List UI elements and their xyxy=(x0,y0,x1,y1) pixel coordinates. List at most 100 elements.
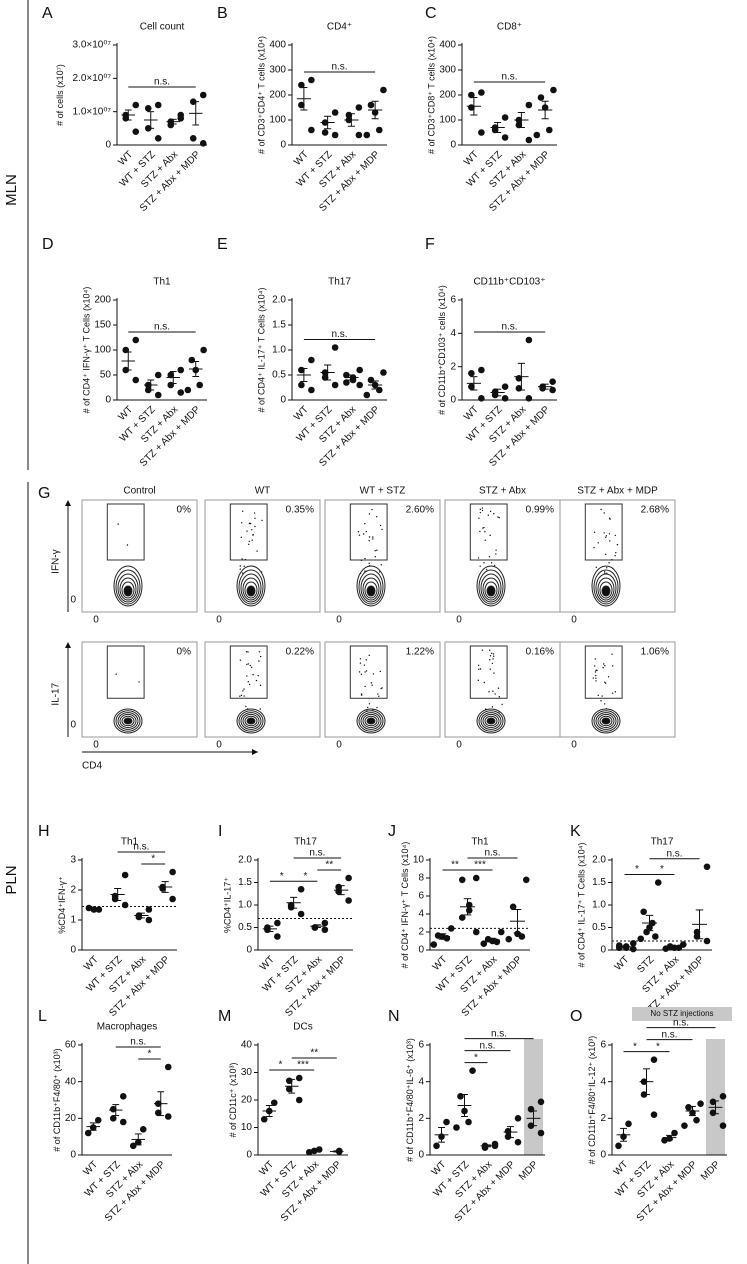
event-dot xyxy=(377,693,379,695)
event-dot xyxy=(239,565,241,567)
data-point xyxy=(331,131,339,139)
data-point xyxy=(331,381,339,389)
event-dot xyxy=(248,540,250,543)
contour xyxy=(236,565,266,607)
y-axis-label: # of CD11b⁺F4/80⁺IL-6⁺ (x10³) xyxy=(405,1038,415,1162)
data-point xyxy=(260,1115,268,1123)
data-point xyxy=(321,374,329,381)
data-point xyxy=(469,1067,476,1074)
data-point xyxy=(468,383,475,390)
contour xyxy=(115,710,141,732)
event-dot xyxy=(378,695,380,697)
data-point xyxy=(501,383,509,390)
event-dot xyxy=(495,549,497,551)
significance-label: n.s. xyxy=(666,848,682,859)
event-dot xyxy=(485,568,488,571)
x-tick-label: WT xyxy=(81,1159,100,1178)
event-dot xyxy=(603,663,605,665)
y-axis-label: # of cells (x10⁷) xyxy=(55,64,65,126)
event-dot xyxy=(603,532,605,534)
event-dot xyxy=(490,562,493,564)
data-point xyxy=(501,134,509,141)
data-point xyxy=(625,1120,632,1128)
contour xyxy=(591,708,621,734)
data-point xyxy=(274,919,281,927)
x-tick-label: STZ xyxy=(635,954,656,975)
y-tick-label: 0.5 xyxy=(592,922,606,933)
panel-letter: A xyxy=(42,5,53,22)
event-dot xyxy=(492,655,495,657)
data-point xyxy=(650,1056,658,1063)
contour xyxy=(486,717,496,725)
data-point xyxy=(356,381,363,389)
data-point xyxy=(515,121,523,129)
data-point xyxy=(84,1129,92,1137)
event-dot xyxy=(247,543,250,546)
significance-label: n.s. xyxy=(331,329,347,340)
contour xyxy=(486,585,496,597)
contour xyxy=(236,708,266,734)
event-dot xyxy=(489,655,492,657)
y-tick-label: 6 xyxy=(450,295,456,306)
event-dot xyxy=(491,662,494,665)
event-dot xyxy=(372,673,375,675)
significance-label: * xyxy=(633,1041,637,1052)
y-axis-label: # of CD4⁺ IFN-γ⁺ T Cells (x10⁴) xyxy=(81,287,91,414)
contour xyxy=(113,565,143,607)
event-dot xyxy=(380,564,382,566)
event-dot xyxy=(254,525,256,528)
contour xyxy=(240,573,262,603)
data-point xyxy=(443,935,451,942)
data-point xyxy=(497,928,505,936)
significance-label: * xyxy=(635,864,639,875)
event-dot xyxy=(246,675,248,677)
y-tick-label: 0.5 xyxy=(238,922,252,933)
event-dot xyxy=(258,660,260,662)
contour xyxy=(362,577,380,601)
data-point xyxy=(480,940,488,947)
contour xyxy=(597,713,615,729)
y-tick-label: 0 xyxy=(105,395,111,406)
event-dot xyxy=(368,513,371,515)
significance-label: ** xyxy=(310,1048,318,1059)
significance-label: n.s. xyxy=(661,1029,677,1040)
y-tick-label: 60 xyxy=(65,1040,77,1051)
data-point xyxy=(154,135,162,142)
zero-label: 0 xyxy=(456,615,462,626)
data-point xyxy=(447,925,455,932)
event-dot xyxy=(478,668,480,670)
event-dot xyxy=(358,534,361,536)
x-tick-label: WT xyxy=(116,149,135,168)
event-dot xyxy=(126,544,129,546)
y-tick-label: 1.5 xyxy=(272,320,286,331)
data-point xyxy=(167,371,175,379)
data-point xyxy=(375,386,383,394)
x-axis-label: CD4 xyxy=(82,761,102,772)
event-dot xyxy=(379,670,382,673)
chart-title: Th17 xyxy=(651,837,674,848)
y-tick-label: 100 xyxy=(439,115,456,126)
event-dot xyxy=(483,681,486,684)
y-tick-label: 30 xyxy=(241,1067,253,1078)
contour xyxy=(121,715,135,727)
contour xyxy=(478,710,504,732)
y-tick-label: 20 xyxy=(65,1113,77,1124)
event-dot xyxy=(252,533,254,536)
event-dot xyxy=(242,690,244,692)
section-label: PLN xyxy=(3,865,20,894)
event-dot xyxy=(364,522,366,525)
data-point xyxy=(380,369,387,376)
y-tick-label: 0 xyxy=(246,945,252,956)
significance-label: n.s. xyxy=(309,848,325,859)
event-dot xyxy=(251,539,253,541)
contour xyxy=(246,585,256,597)
data-point xyxy=(188,356,196,364)
data-point xyxy=(145,916,153,924)
data-point xyxy=(154,101,162,109)
contour xyxy=(242,713,260,729)
significance-label: n.s. xyxy=(501,72,517,83)
event-dot xyxy=(604,703,606,705)
data-point xyxy=(629,945,637,953)
event-dot xyxy=(611,558,613,561)
event-dot xyxy=(489,534,491,537)
